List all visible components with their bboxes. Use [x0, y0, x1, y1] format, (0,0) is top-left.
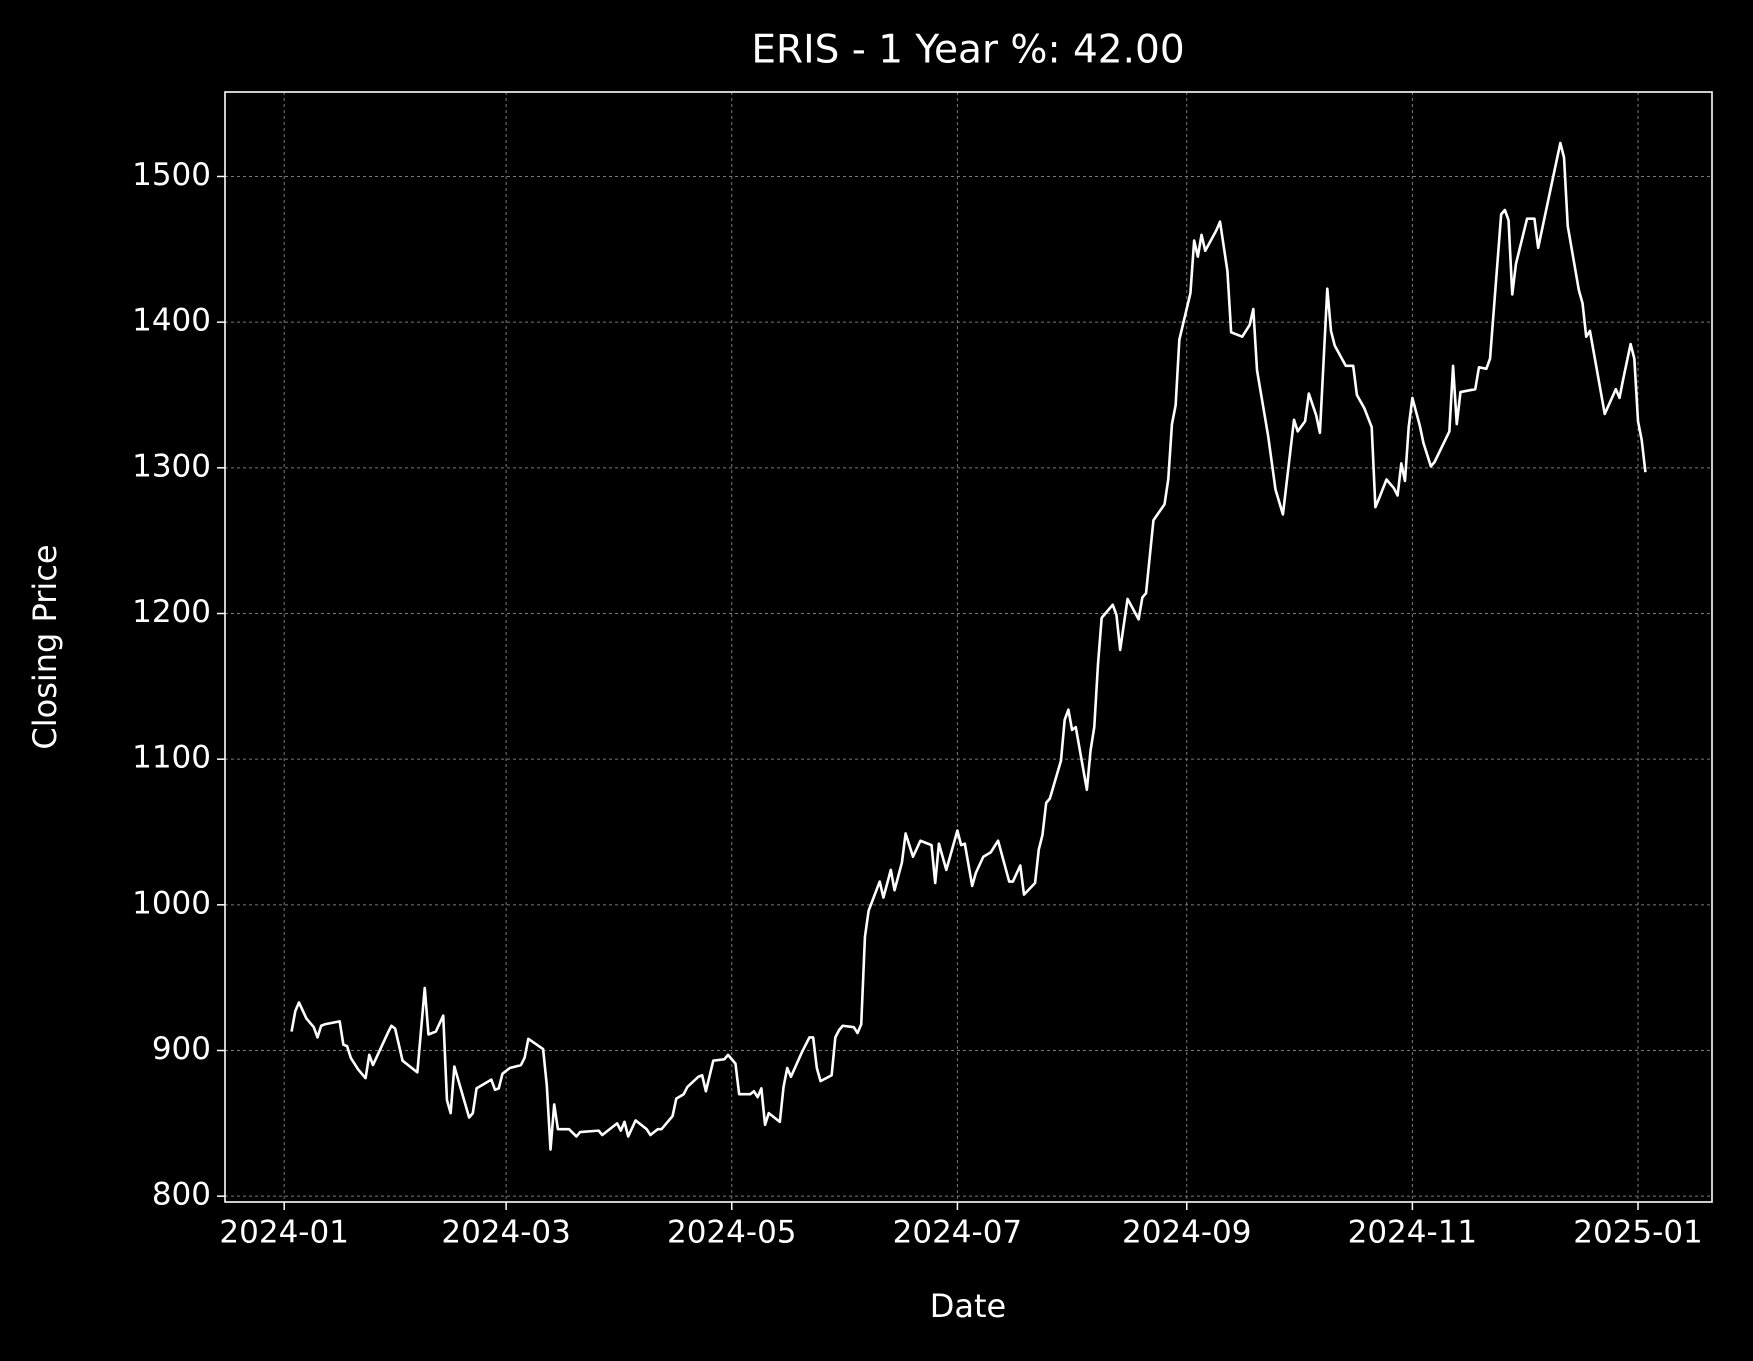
y-tick-label: 800 [152, 1177, 211, 1213]
price-line [290, 141, 1647, 1151]
x-tick-label: 2024-03 [441, 1215, 571, 1251]
y-tick-label: 900 [152, 1031, 211, 1067]
plot-frame [224, 91, 1713, 1203]
x-tick-label: 2025-01 [1573, 1215, 1703, 1251]
x-tick-label: 2024-05 [667, 1215, 797, 1251]
x-tick-label: 2024-11 [1348, 1215, 1478, 1251]
y-axis-label: Closing Price [26, 544, 64, 749]
chart-title: ERIS - 1 Year %: 42.00 [751, 28, 1184, 73]
x-tick-label: 2024-09 [1122, 1215, 1252, 1251]
y-tick-label: 1400 [132, 303, 211, 339]
y-tick-label: 1300 [132, 448, 211, 484]
y-tick-label: 1000 [132, 885, 211, 921]
x-tick-label: 2024-01 [219, 1215, 349, 1251]
y-tick-label: 1500 [132, 157, 211, 193]
x-axis-label: Date [930, 1287, 1006, 1325]
y-tick-label: 1100 [132, 740, 211, 776]
y-tick-label: 1200 [132, 594, 211, 630]
x-tick-label: 2024-07 [893, 1215, 1023, 1251]
